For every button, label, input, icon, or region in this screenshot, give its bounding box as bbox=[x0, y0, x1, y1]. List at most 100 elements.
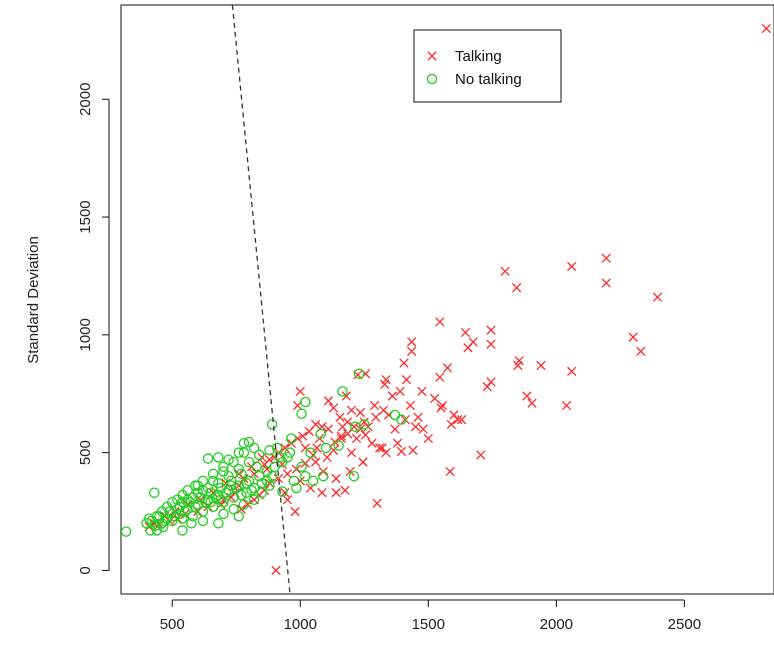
data-point-talking bbox=[282, 469, 293, 479]
data-point-no-talking bbox=[236, 489, 247, 501]
x-marker-stroke bbox=[628, 332, 638, 342]
data-point-talking bbox=[423, 433, 433, 444]
data-point-no-talking bbox=[200, 496, 211, 508]
data-point-no-talking bbox=[241, 478, 252, 489]
data-point-talking bbox=[435, 317, 445, 327]
data-point-talking bbox=[636, 346, 646, 356]
x-marker-stroke bbox=[453, 414, 463, 425]
data-point-talking bbox=[436, 403, 446, 413]
data-point-talking bbox=[486, 339, 496, 349]
data-point-no-talking bbox=[151, 525, 163, 536]
data-point-no-talking bbox=[233, 511, 245, 522]
data-point-talking bbox=[513, 360, 523, 371]
data-point-talking bbox=[374, 443, 385, 453]
x-marker-stroke bbox=[374, 443, 385, 453]
y-tick-label: 500 bbox=[77, 440, 94, 465]
data-point-no-talking bbox=[177, 513, 188, 524]
data-point-no-talking bbox=[291, 482, 302, 494]
x-marker-stroke bbox=[355, 407, 366, 418]
x-marker-stroke bbox=[761, 23, 771, 34]
data-point-talking bbox=[300, 443, 311, 453]
x-tick-label: 1000 bbox=[284, 616, 317, 633]
data-point-no-talking bbox=[238, 447, 250, 458]
data-point-talking bbox=[437, 400, 448, 411]
x-marker-stroke bbox=[355, 424, 366, 434]
data-point-talking bbox=[271, 565, 281, 576]
x-marker-stroke bbox=[369, 400, 380, 411]
x-marker-stroke bbox=[601, 253, 611, 263]
x-marker-stroke bbox=[353, 370, 363, 380]
data-point-talking bbox=[601, 253, 611, 263]
data-point-no-talking bbox=[202, 453, 214, 464]
data-point-no-talking bbox=[161, 513, 173, 524]
legend-label-no-talking: No talking bbox=[455, 71, 522, 88]
data-point-no-talking bbox=[172, 503, 183, 515]
data-point-no-talking bbox=[179, 506, 191, 517]
data-point-no-talking bbox=[353, 368, 365, 379]
data-point-no-talking bbox=[296, 408, 307, 420]
x-marker-stroke bbox=[358, 457, 368, 467]
data-point-no-talking bbox=[243, 475, 255, 487]
x-marker-stroke bbox=[295, 386, 305, 397]
x-marker-stroke bbox=[392, 438, 403, 448]
data-point-no-talking bbox=[248, 494, 260, 506]
data-point-no-talking bbox=[264, 445, 275, 456]
x-marker-stroke bbox=[567, 366, 577, 377]
data-point-talking bbox=[340, 485, 350, 495]
x-marker-stroke bbox=[395, 386, 405, 397]
legend-marker-no-talking bbox=[426, 73, 438, 85]
data-point-no-talking bbox=[207, 475, 219, 487]
data-point-no-talking bbox=[228, 503, 239, 515]
data-point-talking bbox=[500, 266, 510, 276]
data-point-talking bbox=[401, 374, 412, 385]
x-marker-stroke bbox=[445, 466, 455, 477]
data-point-talking bbox=[346, 447, 357, 458]
x-marker-stroke bbox=[430, 393, 440, 404]
x-tick-label: 2000 bbox=[540, 616, 573, 633]
data-point-no-talking bbox=[120, 526, 132, 537]
data-point-no-talking bbox=[213, 518, 224, 529]
x-marker-stroke bbox=[380, 379, 390, 389]
x-marker-stroke bbox=[310, 457, 321, 467]
data-point-no-talking bbox=[246, 485, 257, 496]
x-marker-stroke bbox=[282, 469, 293, 479]
x-marker-stroke bbox=[406, 346, 417, 356]
data-point-talking bbox=[249, 495, 259, 505]
x-marker-stroke bbox=[371, 412, 381, 422]
data-point-talking bbox=[652, 292, 663, 302]
data-point-talking bbox=[328, 403, 339, 413]
x-marker-stroke bbox=[442, 363, 453, 373]
x-marker-stroke bbox=[446, 419, 457, 430]
x-marker-stroke bbox=[435, 317, 445, 327]
data-point-no-talking bbox=[218, 508, 229, 520]
data-point-talking bbox=[408, 445, 418, 455]
data-point-talking bbox=[482, 382, 492, 392]
legend-x-marker bbox=[427, 51, 437, 61]
data-point-no-talking bbox=[318, 470, 329, 482]
x-marker-stroke bbox=[436, 403, 446, 413]
legend-circle-marker bbox=[426, 73, 438, 85]
data-point-no-talking bbox=[225, 475, 237, 487]
data-point-talking bbox=[406, 337, 417, 347]
data-point-talking bbox=[456, 414, 467, 425]
x-marker-stroke bbox=[335, 412, 345, 422]
x-marker-stroke bbox=[435, 372, 445, 382]
x-marker-stroke bbox=[282, 495, 293, 505]
data-point-no-talking bbox=[192, 480, 204, 491]
data-point-no-talking bbox=[251, 461, 262, 473]
data-point-no-talking bbox=[236, 468, 247, 480]
x-marker-stroke bbox=[522, 391, 532, 401]
data-point-no-talking bbox=[248, 482, 260, 494]
y-axis: 0 500 1000 1500 2000 bbox=[77, 83, 110, 575]
x-marker-stroke bbox=[317, 488, 327, 498]
x-marker-stroke bbox=[312, 443, 322, 453]
data-point-talking bbox=[280, 443, 290, 453]
data-point-no-talking bbox=[218, 461, 229, 473]
data-point-no-talking bbox=[228, 456, 239, 468]
x-marker-stroke bbox=[331, 488, 341, 498]
data-point-talking bbox=[372, 498, 382, 508]
x-marker-stroke bbox=[511, 283, 522, 293]
data-point-no-talking bbox=[213, 452, 224, 463]
data-point-talking bbox=[387, 391, 398, 401]
x-marker-stroke bbox=[346, 447, 357, 458]
